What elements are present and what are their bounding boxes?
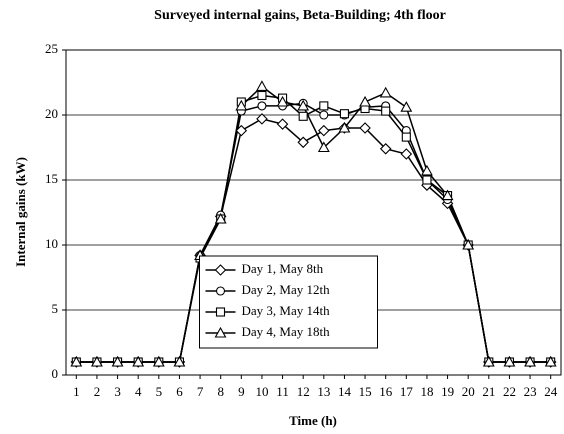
legend-label: Day 1, May 8th [242,261,324,276]
marker [276,95,289,107]
x-tick-label: 5 [156,384,163,399]
marker [503,355,516,367]
marker [91,355,103,367]
y-tick-label: 20 [45,106,58,121]
marker [235,99,248,111]
marker [317,141,330,153]
x-tick-label: 18 [420,384,433,399]
marker [359,95,371,107]
marker [379,143,392,155]
marker [276,118,289,130]
marker [297,136,309,149]
marker [421,164,433,176]
marker [379,86,392,98]
legend-marker [214,326,227,338]
marker [524,355,536,367]
x-tick-label: 10 [255,384,268,399]
x-tick-label: 13 [317,384,330,399]
marker [318,124,330,137]
y-tick-label: 10 [45,236,58,251]
marker [482,355,495,367]
x-tick-label: 23 [524,384,537,399]
x-axis-label: Time (h) [289,413,337,428]
marker [339,109,349,119]
marker [152,355,165,367]
marker [462,238,475,250]
y-axis-label: Internal gains (kW) [13,157,28,267]
marker [111,355,124,367]
marker [173,355,186,367]
marker [70,355,83,367]
plot-frame [65,49,562,376]
marker [359,122,371,134]
marker [338,121,351,133]
marker [400,148,413,160]
y-tick-label: 25 [45,41,58,56]
legend: Day 1, May 8th Day 2, May 12th Day 3, May … [199,255,378,349]
x-tick-label: 11 [276,384,289,399]
x-tick-label: 7 [197,384,204,399]
marker [401,132,411,142]
marker [319,110,329,120]
y-tick-label: 5 [52,301,59,316]
legend-label: Day 4, May 18th [242,324,331,339]
x-tick-label: 22 [503,384,516,399]
x-tick-label: 2 [94,384,101,399]
x-tick-label: 3 [114,384,121,399]
marker [441,189,454,201]
y-tick-label: 0 [52,366,59,381]
marker [256,113,268,125]
marker [298,111,308,121]
marker [544,355,557,367]
x-tick-label: 17 [400,384,414,399]
marker [257,101,267,111]
marker [214,212,227,224]
x-tick-label: 14 [338,384,352,399]
legend-label: Day 2, May 12th [242,282,331,297]
legend-marker [214,264,227,276]
marker [422,175,432,185]
legend-marker [215,286,226,296]
x-tick-label: 6 [176,384,183,399]
x-tick-label: 24 [544,384,558,399]
marker [132,355,145,367]
x-tick-label: 12 [297,384,310,399]
x-tick-label: 16 [379,384,393,399]
marker [381,106,391,116]
marker [235,124,248,137]
legend-label: Day 3, May 14th [242,303,331,318]
marker [319,101,329,111]
x-tick-label: 1 [73,384,80,399]
x-tick-label: 8 [217,384,224,399]
chart-title: Surveyed internal gains, Beta-Building; … [154,8,446,23]
x-tick-label: 20 [462,384,475,399]
x-tick-label: 21 [482,384,495,399]
y-tick-label: 15 [45,171,58,186]
x-tick-label: 19 [441,384,454,399]
x-tick-label: 4 [135,384,142,399]
marker [256,80,268,91]
x-tick-label: 15 [359,384,372,399]
marker [400,101,413,112]
x-tick-label: 9 [238,384,245,399]
marker [257,90,267,101]
legend-marker [215,307,226,317]
marker [297,99,310,111]
